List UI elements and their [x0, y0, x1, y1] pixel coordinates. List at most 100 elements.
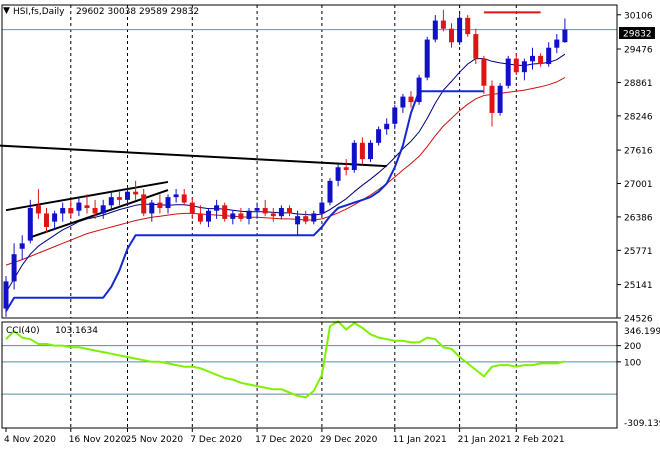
- time-tick-label: 25 Nov 2020: [126, 435, 184, 445]
- candle-body: [11, 254, 17, 282]
- ma-slow-line: [5, 77, 566, 266]
- candle-body: [311, 213, 317, 222]
- candle-body: [384, 123, 390, 130]
- last-price-tag-bg: [619, 27, 655, 39]
- candle-body: [3, 281, 9, 309]
- cci-top-label: 346.1991: [624, 327, 660, 337]
- candle: [44, 208, 49, 233]
- price-tick-label: 26386: [624, 213, 653, 223]
- price-tick-label: 24526: [624, 315, 653, 325]
- candle: [513, 53, 519, 75]
- candle-body: [562, 29, 568, 43]
- candle-body: [68, 208, 74, 214]
- candle-body: [465, 17, 471, 35]
- candle-body: [206, 210, 211, 222]
- candle: [538, 53, 544, 67]
- candle: [384, 118, 390, 135]
- time-tick-label: 21 Jan 2021: [458, 435, 512, 445]
- candle-body: [489, 85, 495, 113]
- candle: [554, 34, 560, 54]
- candle: [505, 55, 511, 89]
- candle-body: [335, 167, 341, 181]
- candle: [473, 28, 479, 65]
- candle: [230, 210, 236, 225]
- candle-body: [270, 213, 276, 217]
- candle-body: [295, 216, 301, 225]
- candle-body: [513, 58, 519, 73]
- candle: [133, 180, 139, 200]
- candle-body: [481, 58, 487, 86]
- candle: [262, 199, 268, 217]
- candles: [3, 9, 568, 317]
- candle: [141, 188, 147, 217]
- candle-body: [149, 202, 155, 214]
- candle-body: [189, 202, 195, 214]
- candle-body: [222, 205, 228, 219]
- candle-body: [278, 208, 284, 217]
- ma-fast-line: [5, 53, 566, 293]
- candle: [3, 275, 9, 317]
- candle-body: [84, 205, 90, 209]
- candle: [206, 208, 211, 228]
- candle: [562, 18, 568, 43]
- candle: [359, 137, 365, 165]
- candle-body: [303, 216, 309, 222]
- candle-body: [52, 213, 58, 222]
- candle: [335, 164, 341, 187]
- candle: [60, 202, 66, 222]
- cci-level-label: 100: [624, 358, 641, 368]
- candle: [157, 194, 163, 214]
- candle-body: [287, 208, 292, 214]
- candle: [489, 80, 495, 127]
- candle-body: [530, 55, 535, 62]
- candle-body: [392, 107, 398, 124]
- trend-line: [0, 144, 387, 168]
- candle: [546, 42, 552, 67]
- candle-body: [19, 243, 25, 249]
- candle-body: [521, 61, 527, 73]
- price-tag: 29832: [619, 27, 655, 40]
- candle: [287, 205, 292, 217]
- candle: [376, 126, 382, 146]
- chart-header: ▼ HSI,fs,Daily 29602 30038 29589 29832: [3, 6, 199, 17]
- candle-body: [351, 142, 357, 170]
- candle: [116, 191, 122, 206]
- candle: [424, 36, 430, 81]
- time-tick-label: 29 Dec 2020: [320, 435, 378, 445]
- candle-body: [327, 180, 333, 203]
- cci-header: CCI(40) 103.1634 346.1991 -309.139: [6, 326, 660, 429]
- candle-body: [416, 77, 422, 103]
- candle: [35, 188, 41, 219]
- candle: [214, 199, 220, 219]
- candle-body: [92, 208, 98, 214]
- price-tick-label: 30106: [624, 11, 653, 21]
- candle-body: [197, 213, 203, 222]
- candle-body: [262, 208, 268, 214]
- candle: [27, 199, 33, 244]
- candle: [440, 9, 446, 32]
- candle: [270, 208, 276, 222]
- candle: [530, 47, 535, 70]
- candle: [238, 208, 244, 222]
- candle-body: [181, 194, 187, 203]
- candle: [254, 202, 260, 219]
- candle: [481, 55, 487, 94]
- cci-value: 103.1634: [55, 326, 98, 336]
- candle-body: [254, 208, 260, 211]
- candle: [76, 197, 82, 217]
- candle-body: [319, 202, 325, 214]
- candle-body: [457, 17, 463, 43]
- candle: [303, 210, 309, 225]
- candle-body: [246, 210, 252, 219]
- candle-body: [157, 202, 163, 209]
- candle: [449, 23, 454, 48]
- candle: [343, 159, 349, 176]
- candle-body: [173, 194, 179, 198]
- candle: [125, 186, 130, 206]
- time-tick-label: 17 Dec 2020: [255, 435, 313, 445]
- candle-body: [165, 197, 171, 209]
- candle: [400, 93, 406, 113]
- candle: [11, 243, 17, 290]
